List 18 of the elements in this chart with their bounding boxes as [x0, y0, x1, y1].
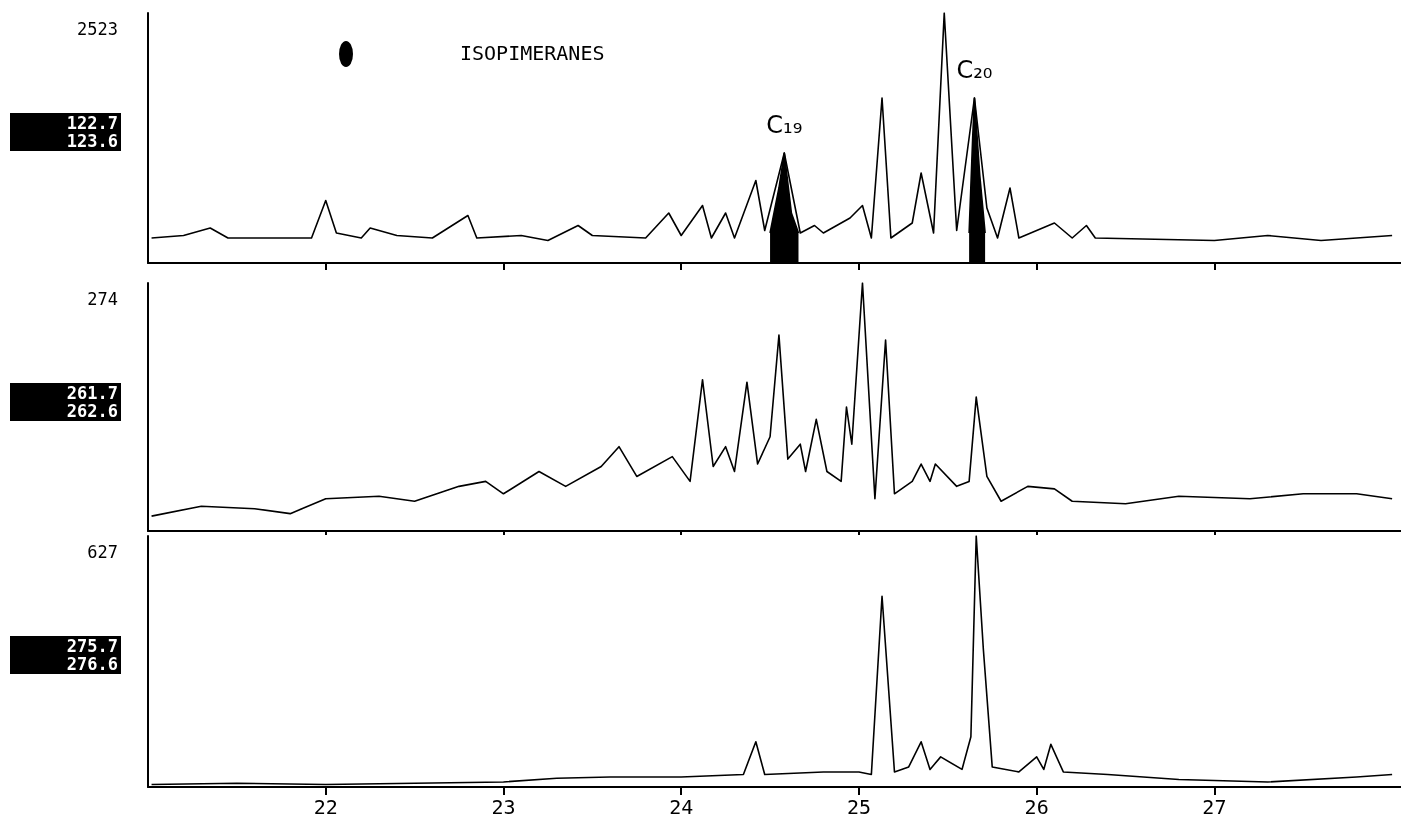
- text: 275.7: [65, 636, 118, 656]
- text: 122.7: [65, 113, 118, 133]
- annotation: C₁₉: [766, 111, 803, 139]
- annotation: C₂₀: [956, 56, 993, 84]
- text: 123.6: [65, 131, 118, 151]
- text: 262.6: [65, 401, 118, 421]
- text: 627: [87, 542, 118, 562]
- x-tick-label: 25: [846, 795, 871, 819]
- text: 276.6: [65, 654, 118, 674]
- x-tick-label: 23: [491, 795, 516, 819]
- text: 261.7: [65, 383, 118, 403]
- x-tick-label: 24: [669, 795, 694, 819]
- text: 274: [87, 289, 118, 309]
- x-tick-label: 27: [1202, 795, 1227, 819]
- text: 2523: [77, 19, 118, 39]
- x-tick-label: 22: [313, 795, 338, 819]
- x-tick-label: 26: [1024, 795, 1049, 819]
- text: ISOPIMERANES: [460, 41, 605, 65]
